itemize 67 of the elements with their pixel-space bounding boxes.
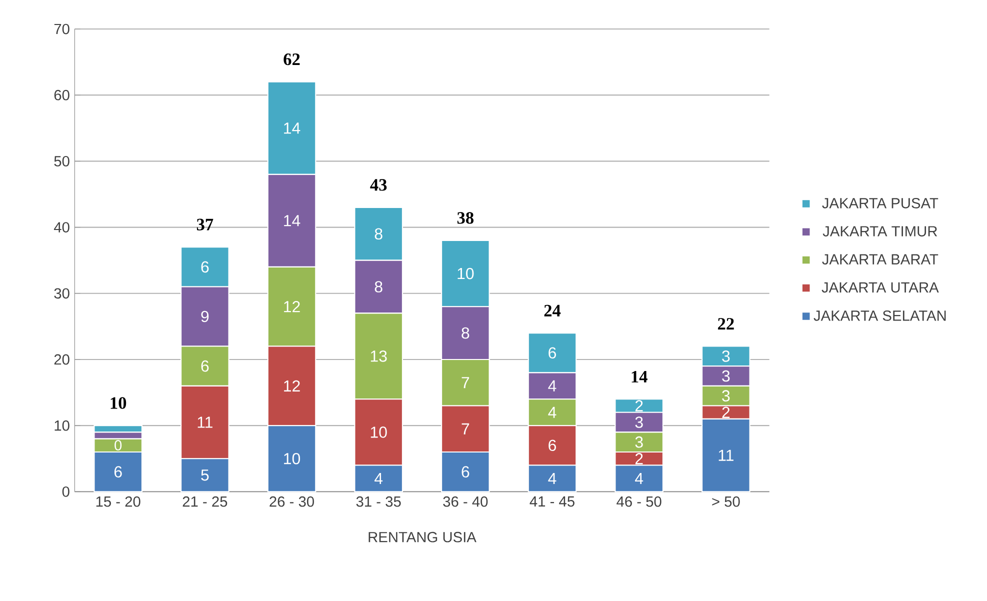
data-label: 9	[201, 310, 209, 322]
data-label: 0	[114, 440, 122, 450]
data-label: 6	[462, 466, 470, 478]
x-tick-label: 36 - 40	[443, 496, 488, 507]
data-label: 11	[198, 416, 212, 428]
total-label: 24	[544, 304, 561, 316]
data-label: 3	[635, 416, 643, 428]
data-label: 5	[201, 470, 209, 481]
total-label: 10	[110, 397, 126, 409]
data-label: 2	[722, 406, 730, 418]
legend-label: JAKARTA UTARA	[822, 282, 939, 293]
data-label: 10	[370, 426, 387, 438]
legend-label: JAKARTA BARAT	[822, 254, 938, 265]
x-tick-label: 15 - 20	[96, 496, 140, 507]
data-label: 3	[722, 370, 730, 382]
data-label: 3	[635, 436, 643, 448]
legend-label: JAKARTA PUSAT	[822, 198, 938, 208]
data-label: 14	[284, 122, 300, 134]
x-tick-label: 46 - 50	[616, 496, 662, 507]
data-label: 6	[114, 466, 122, 478]
legend-label: JAKARTA SELATAN	[814, 310, 946, 321]
total-label: 62	[284, 54, 300, 66]
data-label: 13	[370, 350, 387, 362]
legend-label: JAKARTA TIMUR	[822, 226, 938, 236]
data-label: 6	[201, 360, 209, 372]
y-tick-label: 50	[54, 156, 70, 166]
total-label: 38	[457, 212, 474, 224]
data-label: 4	[548, 472, 556, 484]
data-label: 6	[201, 261, 209, 273]
data-label: 12	[284, 301, 300, 312]
data-label: 11	[718, 450, 734, 461]
data-label: 14	[284, 215, 300, 226]
data-label: 10	[458, 268, 474, 280]
data-label: 10	[284, 452, 300, 464]
x-tick-label: > 50	[712, 496, 740, 507]
y-tick-label: 40	[54, 222, 70, 232]
data-label: 8	[462, 327, 470, 339]
data-label: 4	[374, 472, 383, 484]
y-tick-label: 70	[54, 24, 70, 34]
data-label: 3	[722, 350, 730, 362]
total-label: 22	[718, 318, 734, 330]
data-label: 2	[635, 400, 643, 412]
data-label: 7	[462, 423, 470, 434]
data-label: 8	[374, 228, 382, 240]
x-tick-label: 31 - 35	[356, 496, 401, 507]
data-label: 12	[284, 380, 300, 392]
data-label: 6	[548, 440, 556, 452]
data-label: 3	[722, 390, 730, 402]
total-label: 14	[632, 370, 648, 382]
total-label: 43	[370, 179, 387, 191]
data-label: 7	[462, 377, 470, 388]
x-axis-title: RENTANG USIA	[368, 532, 476, 542]
y-tick-label: 60	[54, 90, 70, 100]
data-label: 4	[548, 380, 556, 392]
y-tick-label: 0	[62, 486, 70, 497]
total-label: 37	[196, 218, 214, 230]
data-label: 8	[374, 281, 382, 292]
data-label: 4	[635, 472, 644, 484]
data-label: 6	[548, 347, 556, 359]
x-tick-label: 26 - 30	[270, 496, 314, 507]
y-tick-label: 30	[54, 288, 70, 299]
y-tick-label: 10	[54, 420, 70, 431]
x-tick-label: 21 - 25	[182, 496, 228, 507]
data-label: 4	[548, 406, 556, 418]
y-tick-label: 20	[54, 354, 70, 365]
x-tick-label: 41 - 45	[530, 496, 574, 507]
data-label: 2	[635, 453, 643, 464]
